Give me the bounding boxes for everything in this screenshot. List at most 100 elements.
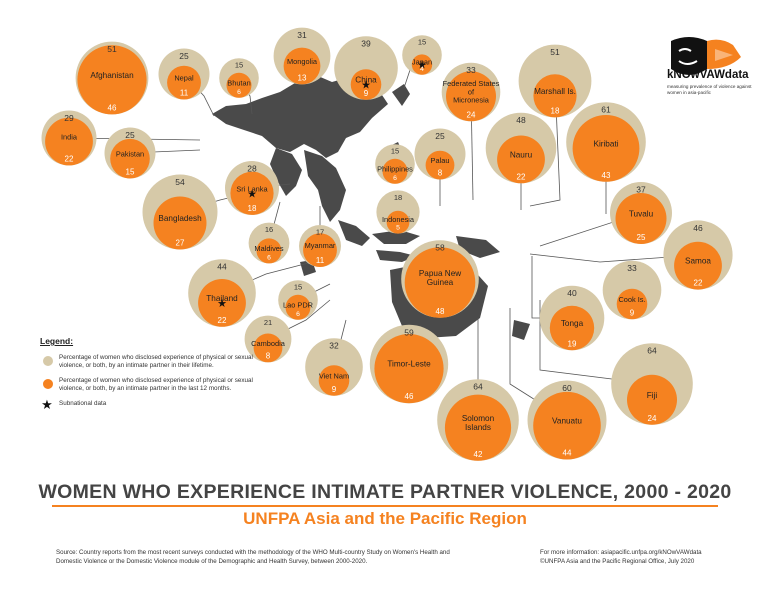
lifetime-swatch-icon bbox=[43, 356, 53, 366]
bubble-philippines: 15 Philippines 6 bbox=[375, 144, 415, 184]
legend-title: Legend: bbox=[40, 336, 74, 346]
last12-value-solomon-islands: 42 bbox=[474, 450, 483, 459]
country-name-solomon-islands: Solomon Islands bbox=[462, 414, 495, 432]
legend-subnational-text: Subnational data bbox=[59, 400, 107, 407]
last12-circle-lao-pdr bbox=[285, 294, 311, 320]
legend-item-lifetime: Percentage of women who disclosed experi… bbox=[40, 354, 255, 370]
last12-circle-maldives bbox=[256, 238, 282, 264]
last12-circle-marshall-is bbox=[533, 74, 577, 118]
last12-swatch-icon bbox=[43, 379, 53, 389]
bubble-timor-leste: 59 Timor-Leste 46 bbox=[369, 324, 449, 404]
last12-circle-tonga bbox=[549, 305, 595, 351]
bubble-nauru: 48 Nauru 22 bbox=[485, 112, 557, 184]
lifetime-value-sri-lanka: 28 bbox=[247, 164, 257, 174]
bubble-solomon-islands: 64 Solomon Islands 42 bbox=[437, 379, 519, 461]
last12-circle-philippines bbox=[382, 158, 408, 184]
country-name-nepal: Nepal bbox=[174, 74, 194, 83]
country-name-fiji: Fiji bbox=[647, 391, 658, 400]
country-name-myanmar: Myanmar bbox=[305, 241, 336, 250]
bubble-federated-states-of-micronesia: 33 Federated States of Micronesia 24 bbox=[441, 62, 501, 122]
last12-circle-bangladesh bbox=[153, 196, 207, 250]
bubble-china: 39 China★9 bbox=[334, 36, 398, 100]
legend-lifetime-text: Percentage of women who disclosed experi… bbox=[59, 354, 253, 369]
source-note: Source: Country reports from the most re… bbox=[56, 549, 450, 565]
logo-name: kNOwVAWdata bbox=[667, 69, 749, 81]
last12-circle-sri-lanka bbox=[230, 171, 274, 215]
last12-circle-federated-states-of-micronesia bbox=[446, 71, 496, 122]
lifetime-value-japan: 15 bbox=[418, 38, 426, 47]
lifetime-value-papua-new-guinea: 58 bbox=[435, 243, 445, 253]
last12-value-viet-nam: 9 bbox=[332, 385, 337, 394]
bubble-afghanistan: 51 Afghanistan 46 bbox=[75, 41, 149, 115]
country-bubbles: 51Afghanistan4625Nepal1115Bhutan631Mongo… bbox=[41, 27, 733, 461]
lifetime-value-indonesia: 18 bbox=[394, 193, 402, 202]
country-name-palau: Palau bbox=[431, 156, 450, 165]
last12-value-marshall-is: 18 bbox=[551, 106, 560, 115]
title-divider bbox=[52, 505, 718, 507]
last12-circle-nepal bbox=[167, 65, 201, 100]
last12-circle-cook-is bbox=[616, 288, 648, 320]
logo-tagline: measuring prevalence of violence against… bbox=[667, 84, 752, 95]
bubble-cook-is: 33 Cook Is. 9 bbox=[602, 260, 662, 320]
last12-value-myanmar: 11 bbox=[316, 256, 325, 265]
bubble-vanuatu: 60 Vanuatu 44 bbox=[527, 380, 607, 460]
last12-circle-cambodia bbox=[253, 333, 283, 363]
bubble-samoa: 46 Samoa 22 bbox=[663, 220, 733, 290]
country-name-timor-leste: Timor-Leste bbox=[387, 360, 431, 369]
country-name-china: China bbox=[355, 76, 377, 85]
lifetime-value-pakistan: 25 bbox=[125, 130, 135, 140]
bubble-kiribati: 61 Kiribati 43 bbox=[566, 102, 646, 182]
legend-last12-text: Percentage of women who disclosed experi… bbox=[59, 377, 253, 392]
last12-value-pakistan: 15 bbox=[126, 168, 135, 177]
lifetime-value-bhutan: 15 bbox=[235, 61, 243, 70]
country-name-indonesia: Indonesia bbox=[382, 215, 415, 224]
page-title: WOMEN WHO EXPERIENCE INTIMATE PARTNER VI… bbox=[38, 481, 732, 503]
country-name-tuvalu: Tuvalu bbox=[629, 210, 654, 219]
bubble-cambodia: 21 Cambodia 8 bbox=[244, 315, 292, 363]
last12-value-china: 9 bbox=[364, 89, 369, 98]
lifetime-value-philippines: 15 bbox=[391, 147, 399, 156]
last12-circle-viet-nam bbox=[318, 365, 350, 396]
lifetime-value-cambodia: 21 bbox=[264, 318, 272, 327]
country-name-bhutan: Bhutan bbox=[227, 78, 250, 87]
bubble-palau: 25 Palau 8 bbox=[414, 128, 466, 180]
copyright-text: ©UNFPA Asia and the Pacific Regional Off… bbox=[540, 557, 695, 565]
lifetime-value-marshall-is: 51 bbox=[550, 47, 560, 57]
country-name-mongolia: Mongolia bbox=[287, 57, 318, 66]
bubble-viet-nam: 32 Viet Nam 9 bbox=[305, 338, 363, 396]
last12-circle-vanuatu bbox=[533, 391, 601, 460]
country-name-philippines: Philippines bbox=[377, 164, 413, 173]
last12-circle-afghanistan bbox=[77, 45, 147, 115]
bubble-japan: 15 Japan★4 bbox=[402, 35, 442, 75]
last12-value-india: 22 bbox=[65, 155, 74, 164]
bubble-pakistan: 25 Pakistan 15 bbox=[104, 127, 156, 179]
last12-circle-mongolia bbox=[283, 47, 321, 85]
lifetime-value-china: 39 bbox=[361, 39, 371, 49]
legend: Legend: Percentage of women who disclose… bbox=[40, 336, 255, 417]
page-subtitle: UNFPA Asia and the Pacific Region bbox=[243, 509, 527, 528]
lifetime-value-timor-leste: 59 bbox=[404, 327, 414, 337]
country-name-cambodia: Cambodia bbox=[251, 339, 286, 348]
bubble-lao-pdr: 15 Lao PDR 6 bbox=[278, 280, 318, 320]
last12-value-vanuatu: 44 bbox=[563, 449, 572, 458]
last12-value-samoa: 22 bbox=[694, 279, 703, 288]
last12-value-federated-states-of-micronesia: 24 bbox=[467, 110, 476, 119]
bubble-map: 51Afghanistan4625Nepal1115Bhutan631Mongo… bbox=[41, 27, 733, 461]
bubble-papua-new-guinea: 58 Papua New Guinea 48 bbox=[401, 240, 479, 318]
star-icon: ★ bbox=[361, 80, 371, 92]
last12-circle-china bbox=[350, 69, 382, 100]
last12-value-indonesia: 5 bbox=[396, 225, 400, 232]
last12-circle-indonesia bbox=[386, 210, 410, 234]
lifetime-value-federated-states-of-micronesia: 33 bbox=[466, 65, 476, 75]
lifetime-value-india: 29 bbox=[64, 113, 74, 123]
country-name-lao-pdr: Lao PDR bbox=[283, 300, 313, 309]
last12-value-cambodia: 8 bbox=[266, 351, 271, 360]
country-name-papua-new-guinea: Papua New Guinea bbox=[419, 269, 461, 287]
country-name-federated-states-of-micronesia: Federated States of Micronesia bbox=[443, 79, 500, 104]
country-name-kiribati: Kiribati bbox=[593, 139, 618, 148]
country-name-tonga: Tonga bbox=[561, 319, 584, 328]
star-icon: ★ bbox=[247, 188, 257, 200]
knowvawdata-logo bbox=[671, 37, 741, 75]
last12-circle-thailand bbox=[198, 279, 246, 327]
